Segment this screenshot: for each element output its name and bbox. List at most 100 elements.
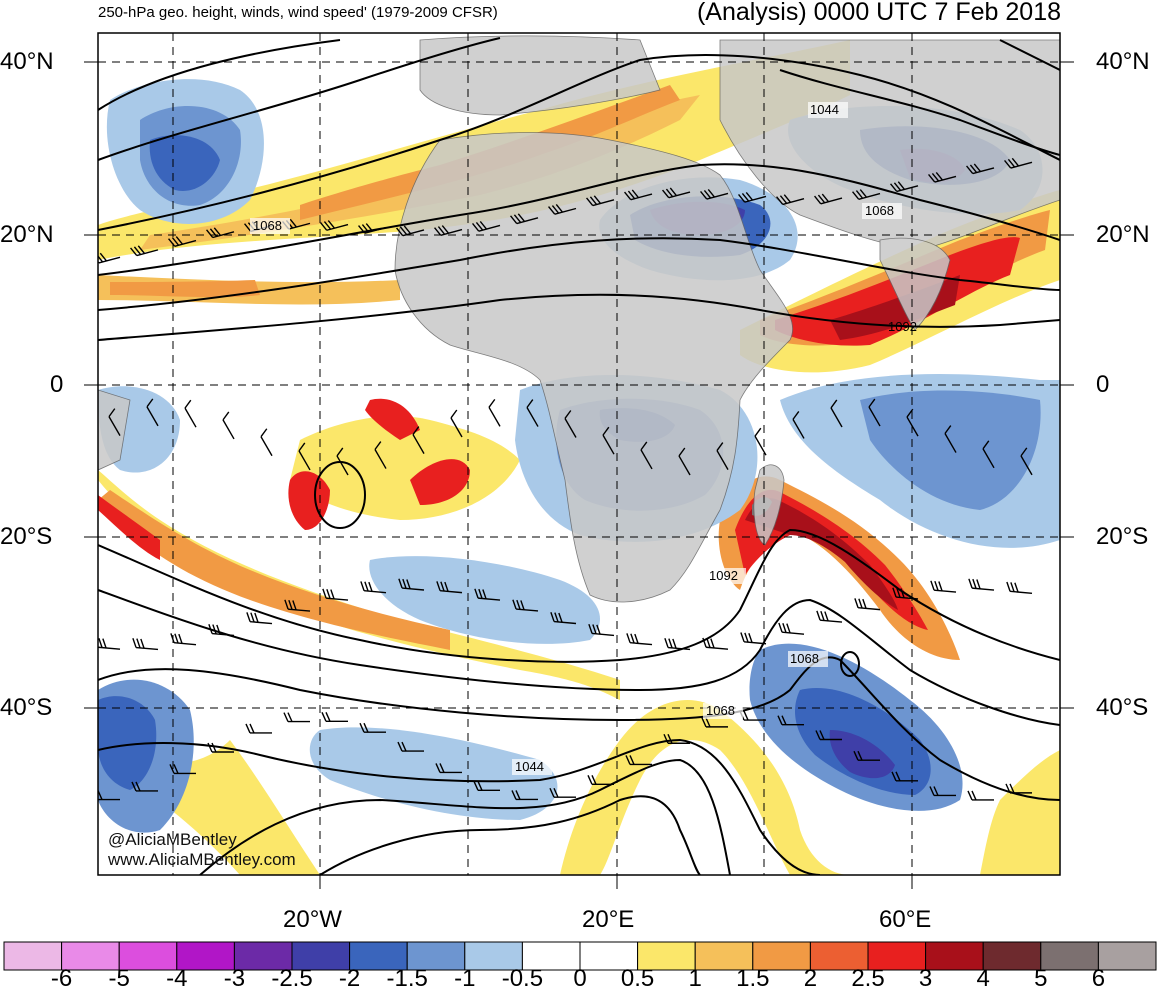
contour-label: 1068: [790, 651, 819, 666]
wind-barb: [626, 633, 653, 646]
wind-barb: [982, 440, 995, 469]
colorbar-swatch: [349, 941, 408, 971]
wind-barb: [853, 750, 880, 761]
colorbar-tick-label: 2.5: [851, 965, 885, 992]
wind-barb: [1004, 157, 1033, 169]
wind-barb: [815, 730, 842, 741]
wind-barb: [130, 245, 159, 257]
colorbar-tick-label: -4: [166, 965, 188, 992]
wind-barb: [587, 775, 614, 786]
lon-label-20e: 20°E: [582, 906, 635, 933]
wind-barb: [283, 712, 310, 723]
wind-barb: [434, 225, 463, 236]
colorbar-tick-label: 2: [803, 965, 818, 992]
wind-barb: [511, 790, 538, 801]
chart-subtitle: 250-hPa geo. height, winds, wind speed' …: [98, 4, 498, 21]
wind-barb: [564, 410, 577, 438]
wind-barb: [906, 408, 919, 437]
graticule: [98, 33, 1060, 875]
wind-barb: [131, 781, 158, 792]
colorbar-tick-label: 0: [573, 965, 587, 992]
wind-barb: [169, 764, 196, 775]
colorbar-swatch: [694, 941, 754, 971]
wind-barb: [412, 426, 425, 454]
wind-barb: [830, 399, 843, 428]
wind-barb: [132, 638, 159, 651]
wind-barb: [663, 733, 690, 744]
wind-barb: [184, 399, 197, 428]
colorbar-tick-label: 4: [976, 965, 990, 992]
lat-label-40n: 40°N: [0, 48, 54, 75]
wind-barb: [776, 194, 805, 206]
wind-barb: [854, 598, 881, 611]
wind-barb: [852, 189, 881, 200]
wind-barb: [358, 223, 387, 234]
colorbar-swatch: [521, 941, 581, 971]
wind-barb: [472, 220, 501, 232]
wind-barb: [625, 755, 652, 766]
colorbar-tick-label: 5: [1034, 965, 1048, 992]
lat-label-40n-right: 40°N: [1096, 48, 1150, 75]
wind-barb: [245, 723, 272, 734]
colorbar-tick-label: -2: [338, 965, 361, 992]
wind-barb: [549, 787, 576, 798]
lat-label-40s: 40°S: [0, 694, 53, 721]
contour-labels: 1044 1068 1068 1092 1092 1068 1068 1044: [250, 102, 917, 775]
contour-label: 1044: [810, 102, 839, 117]
wind-barb: [586, 195, 615, 207]
wind-barb: [740, 632, 767, 645]
wind-barb: [968, 578, 995, 591]
wind-barb: [397, 741, 424, 752]
lat-label-20n: 20°N: [0, 221, 54, 248]
wind-barb: [359, 722, 386, 733]
wind-barb: [700, 188, 729, 200]
wind-barb: [928, 171, 957, 183]
lat-label-20s-right: 20°S: [1096, 523, 1149, 550]
wind-barb: [170, 633, 197, 646]
colorbar-tick-label: 1.5: [736, 965, 770, 992]
wind-barb: [168, 236, 197, 247]
wind-barb: [678, 447, 691, 476]
wind-barb: [716, 442, 729, 470]
wind-barb: [512, 599, 539, 612]
wind-barb: [108, 408, 121, 437]
colorbar-tick-label: -5: [108, 965, 130, 992]
colorbar-tick-label: -0.5: [501, 965, 544, 992]
wind-barb: [488, 398, 501, 427]
axis-ticks: [84, 61, 1074, 889]
wind-barb: [892, 587, 919, 600]
wind-barb: [208, 624, 235, 637]
colorbar-swatch: [579, 941, 639, 971]
wind-barb: [929, 786, 956, 797]
watermark-url: www.AliciaMBentley.com: [108, 850, 296, 869]
wind-barb: [360, 581, 387, 594]
wind-barb: [967, 790, 994, 801]
lat-label-20n-right: 20°N: [1096, 221, 1150, 248]
colorbar-tick-label: 1: [688, 965, 702, 992]
wind-barb: [792, 411, 805, 439]
wind-barb: [398, 578, 425, 591]
colorbar-swatch: [61, 941, 120, 971]
colorbar-swatch: [291, 941, 351, 971]
contour-label: 1068: [253, 218, 282, 233]
wind-barb: [738, 191, 767, 203]
wind-barb: [640, 441, 653, 470]
colorbar-swatch: [176, 941, 235, 971]
lat-label-eq: 0: [50, 371, 64, 398]
colorbar-tick-label: -2.5: [271, 965, 313, 992]
wind-barb: [754, 427, 767, 456]
lon-label-20w: 20°W: [283, 906, 342, 933]
colorbar-swatch: [464, 941, 523, 971]
wind-barb: [260, 428, 273, 457]
wind-barb: [474, 588, 501, 601]
wind-barb: [510, 213, 539, 225]
contour-label: 1044: [515, 759, 544, 774]
colorbar-swatch: [118, 941, 178, 971]
wind-barb: [146, 398, 159, 427]
contour-label: 1068: [706, 703, 735, 718]
wind-barb: [664, 638, 691, 651]
contour-label: 1068: [865, 203, 894, 218]
lat-label-eq-right: 0: [1096, 371, 1110, 398]
wind-barb: [778, 622, 805, 635]
colorbar-tick-label: -1: [454, 965, 476, 992]
